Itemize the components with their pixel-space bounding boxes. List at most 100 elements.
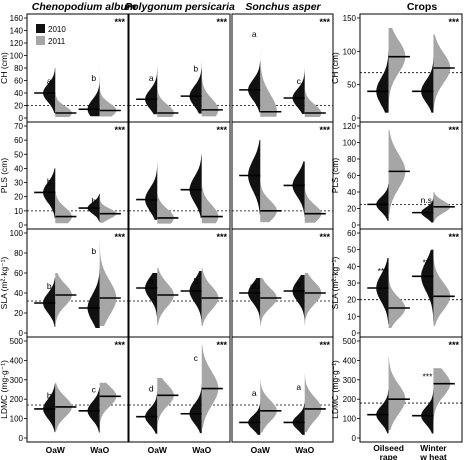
x-category-label: WaO [90,445,109,455]
group-letter: b [193,64,198,74]
violin-2010 [292,68,305,114]
y-axis-label: PLS (cm) [330,158,340,194]
violin-2010 [43,168,56,219]
group-letter: b [91,73,96,83]
significance-label: *** [319,17,330,27]
significance-label: *** [319,340,330,350]
x-category-label: WaO [295,445,314,455]
violin-2011 [433,258,451,326]
panel-r3-c0: 0 100 200 300 400 500 LDMC (mg·g⁻¹) *** b c OaW WaO [0,336,129,455]
group-letter: b [47,391,52,401]
y-tick-label: 40 [347,262,356,271]
panel-frame [359,121,463,230]
significance-label: *** [216,232,227,242]
group-letter: a [252,29,257,39]
group-letter: *** [378,266,389,276]
y-axis-label: CH (cm) [0,52,9,84]
y-tick-label: 200 [343,395,357,404]
group-letter: a [47,76,52,86]
y-tick-label: 100 [10,52,24,61]
violin-2011 [260,379,277,433]
y-tick-label: 400 [10,356,24,365]
y-tick-label: 500 [343,337,357,346]
panel-frame [359,228,463,338]
y-tick-label: 160 [10,14,24,23]
violin-2011 [55,273,72,326]
y-tick-label: 120 [343,122,357,131]
y-tick-label: 10 [347,312,356,321]
panel-frame [231,228,334,338]
violin-2011 [304,175,322,223]
violin-2010 [292,275,305,325]
violin-2011 [201,344,219,429]
y-tick-label: 400 [343,356,357,365]
y-tick-label: 40 [14,89,23,98]
group-letter: n.s. [421,195,435,205]
y-tick-label: 80 [14,64,23,73]
y-tick-label: 20 [14,102,23,111]
y-tick-label: 200 [10,395,24,404]
y-tick-label: 40 [14,164,23,173]
y-tick-label: 20 [14,193,23,202]
violin-2010 [87,258,100,328]
y-axis-label: LDMC (mg·g⁻¹) [330,360,340,419]
group-letter: a [149,73,154,83]
group-letter: *** [422,372,433,382]
group-letter: d [149,383,154,393]
x-category-label: Winter [420,443,447,453]
y-tick-label: 50 [347,246,356,255]
violin-2011 [157,175,174,224]
violin-2011 [99,77,117,117]
violin-2011 [260,168,277,223]
violin-2011 [260,21,277,117]
violin-2011 [388,356,406,431]
y-tick-label: 60 [347,172,356,181]
panel-r2-c1: *** b b [128,228,231,338]
violin-2010 [292,399,305,435]
violin-2011 [433,34,451,108]
x-category-label: OaW [46,445,66,455]
y-axis-label: CH (cm) [330,52,340,84]
violin-2011 [260,278,277,326]
violin-2010 [145,273,158,324]
y-tick-label: 0 [19,329,24,338]
legend-label-2010: 2010 [48,25,66,34]
violin-2011 [304,71,322,117]
violin-2010 [87,64,100,117]
y-tick-label: 40 [14,289,23,298]
y-tick-label: 500 [10,337,24,346]
panel-r3-c2: *** a a OaW WaO [231,336,334,455]
panel-frame [26,228,129,338]
y-tick-label: 60 [14,136,23,145]
y-tick-label: 0 [19,221,24,230]
y-tick-label: 0 [352,329,357,338]
group-letter: b [193,276,198,286]
group-letter: *** [422,258,433,268]
legend-label-2011: 2011 [48,37,66,46]
panel-r0-c1: *** a b [128,13,231,123]
panel-r2-c2: *** ab b [231,228,334,338]
y-tick-label: 120 [10,39,24,48]
column-title-polygonum: Polygonum persicaria [125,1,235,13]
significance-label: *** [114,340,125,350]
y-axis-label: LDMC (mg·g⁻¹) [0,360,9,419]
y-tick-label: 100 [10,229,24,238]
group-letter: b [149,276,154,286]
violin-2011 [157,71,174,117]
violin-2011 [99,238,117,326]
y-tick-label: 0 [352,221,357,230]
y-tick-label: 150 [343,14,357,23]
y-tick-label: 0 [352,434,357,443]
violin-2010 [145,64,158,115]
significance-label: *** [448,340,459,350]
group-letter: b [91,196,96,206]
group-letter: ab [250,281,260,291]
y-tick-label: 20 [347,296,356,305]
group-letter: b [47,176,52,186]
violin-2010 [248,399,261,435]
significance-label: *** [319,125,330,135]
violin-2010 [421,196,434,223]
group-letter: a [252,388,257,398]
violin-2011 [201,161,219,224]
